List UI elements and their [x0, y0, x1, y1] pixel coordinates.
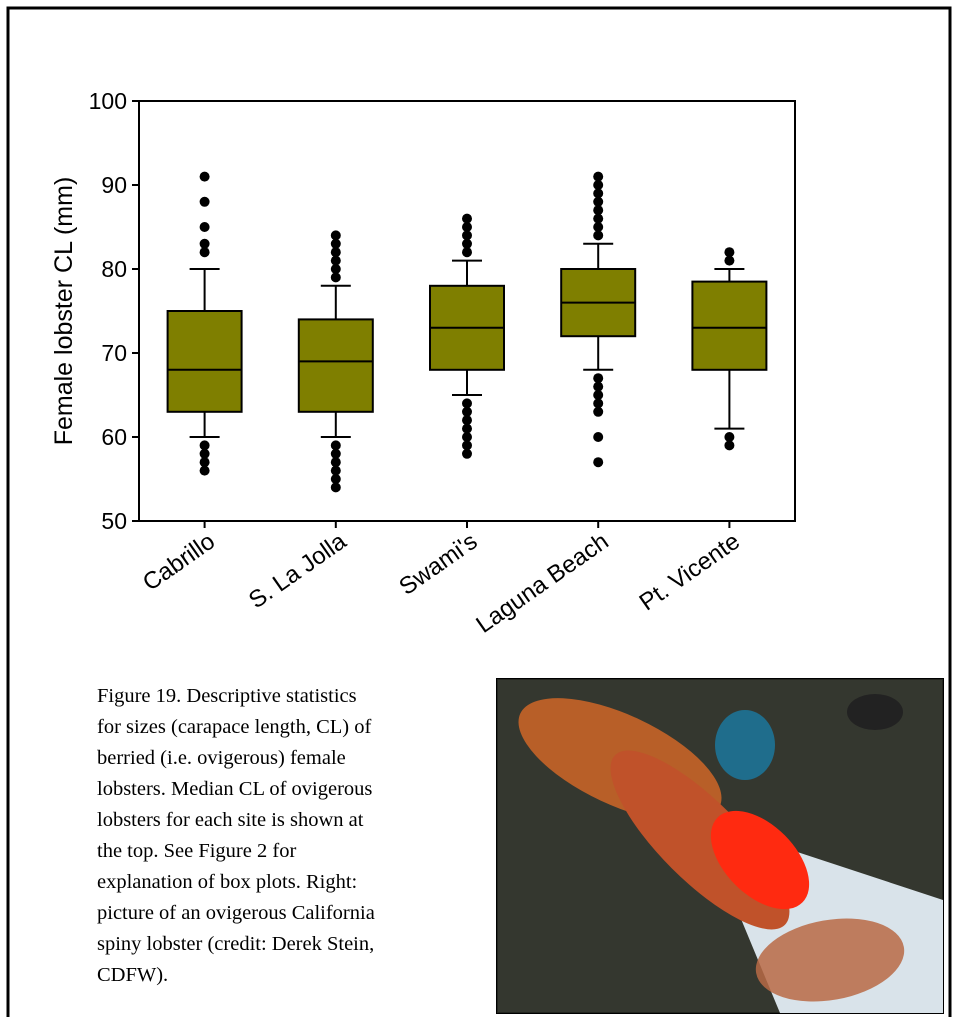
outlier	[330, 247, 341, 258]
caption-line: Figure 19. Descriptive statistics	[97, 685, 357, 707]
y-tick-label: 50	[101, 508, 127, 534]
y-tick-label: 60	[101, 424, 127, 450]
outlier	[593, 205, 604, 216]
outlier	[462, 406, 472, 417]
outlier	[593, 171, 604, 182]
outlier	[199, 222, 210, 232]
outlier	[593, 390, 604, 400]
caption-line: picture of an ovigerous California	[97, 902, 375, 924]
outlier	[330, 482, 341, 493]
x-tick-label: Pt. Vicente	[635, 528, 745, 616]
box	[691, 280, 768, 371]
outlier	[462, 448, 472, 459]
outlier	[593, 406, 604, 417]
outlier	[724, 255, 735, 266]
box-group	[691, 247, 768, 451]
outlier	[724, 432, 735, 442]
outlier	[330, 230, 341, 241]
outlier	[593, 432, 604, 442]
outlier	[330, 272, 341, 283]
caption-line: CDFW).	[97, 964, 168, 986]
x-tick-label: S. La Jolla	[244, 527, 352, 614]
y-tick-label: 100	[89, 88, 127, 114]
outlier	[462, 440, 472, 451]
caption-line: lobsters. Median CL of ovigerous	[97, 778, 372, 800]
box-group	[297, 230, 374, 493]
outlier	[199, 440, 210, 451]
caption-line: berried (i.e. ovigerous) female	[97, 747, 346, 769]
outlier	[462, 423, 472, 434]
outlier	[593, 398, 604, 409]
box	[166, 310, 243, 413]
outlier	[593, 230, 604, 241]
outlier	[199, 448, 210, 459]
outlier	[199, 171, 210, 182]
outlier	[462, 398, 472, 409]
outlier	[462, 415, 472, 426]
outlier	[330, 238, 341, 249]
y-tick-label: 80	[101, 256, 127, 282]
outlier	[593, 180, 604, 190]
outlier	[593, 188, 604, 199]
outlier	[330, 474, 341, 484]
caption-line: for sizes (carapace length, CL) of	[97, 716, 372, 738]
outlier	[330, 448, 341, 459]
outlier	[462, 230, 472, 241]
outlier	[330, 255, 341, 266]
photo	[496, 678, 944, 1014]
outlier	[593, 196, 604, 207]
outlier	[330, 465, 341, 476]
outlier	[462, 432, 472, 442]
outlier	[199, 196, 210, 207]
caption-line: spiny lobster (credit: Derek Stein,	[97, 933, 374, 955]
outlier	[462, 238, 472, 249]
outlier	[462, 213, 472, 224]
outlier	[199, 247, 210, 258]
outlier	[199, 238, 210, 249]
y-tick-label: 70	[101, 340, 127, 366]
box-group	[166, 171, 243, 476]
caption-line: explanation of box plots. Right:	[97, 871, 357, 893]
outlier	[593, 373, 604, 384]
y-axis-label: Female lobster CL (mm)	[50, 177, 78, 446]
x-tick-label: Laguna Beach	[471, 528, 613, 639]
outlier	[199, 465, 210, 476]
box-group	[560, 171, 637, 468]
outlier	[330, 264, 341, 274]
outlier	[593, 457, 604, 468]
outlier	[462, 222, 472, 232]
outlier	[462, 247, 472, 258]
outlier	[330, 440, 341, 451]
outlier	[330, 457, 341, 468]
caption-line: the top. See Figure 2 for	[97, 840, 296, 862]
x-tick-label: Cabrillo	[138, 528, 220, 597]
caption-line: lobsters for each site is shown at	[97, 809, 364, 831]
outlier	[593, 381, 604, 392]
frame	[6, 6, 952, 1017]
box	[297, 318, 374, 413]
y-tick-label: 90	[101, 172, 127, 198]
outlier	[593, 213, 604, 224]
box-group	[429, 213, 505, 459]
outlier	[593, 222, 604, 232]
outlier	[724, 440, 735, 451]
x-tick-label: Swami's	[394, 528, 482, 601]
outlier	[199, 457, 210, 468]
outlier	[724, 247, 735, 258]
